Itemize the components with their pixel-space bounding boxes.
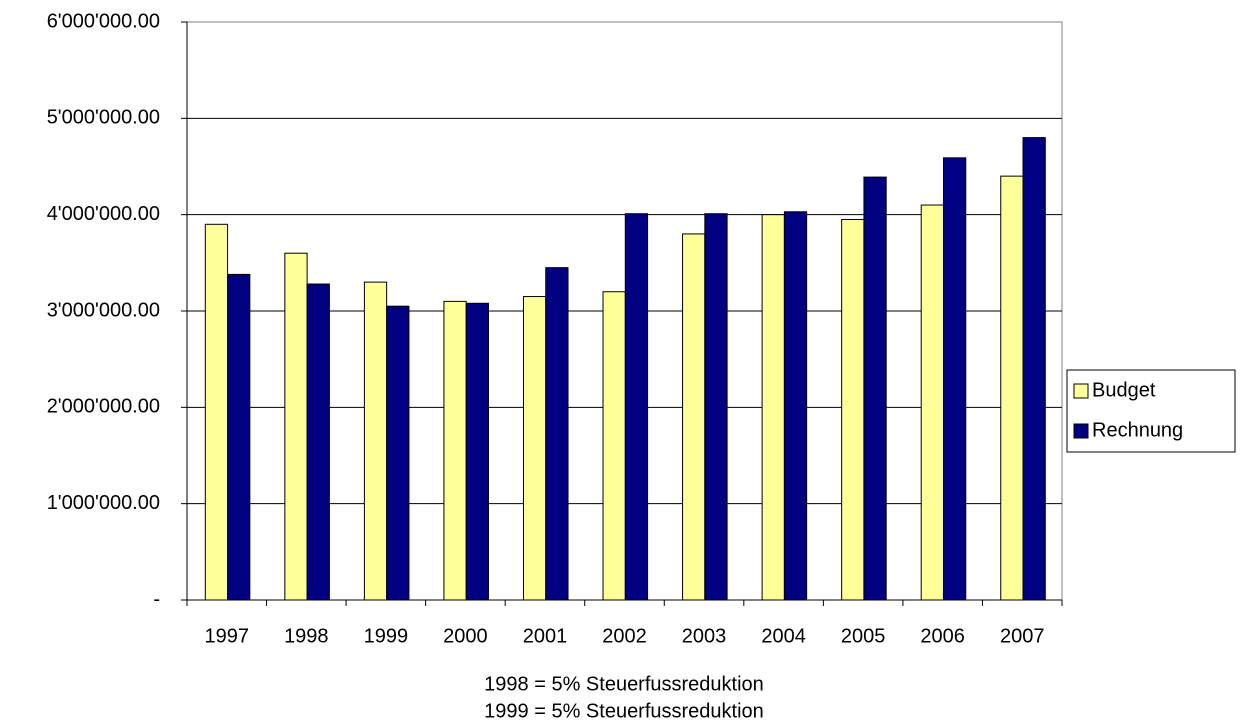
legend-label: Budget bbox=[1092, 379, 1156, 401]
legend-label: Rechnung bbox=[1092, 419, 1183, 441]
bar bbox=[204, 223, 229, 601]
bar bbox=[522, 296, 547, 601]
bar bbox=[1022, 137, 1046, 601]
x-tick-label: 2007 bbox=[1000, 625, 1045, 647]
bar bbox=[841, 218, 865, 601]
bar bbox=[306, 283, 330, 601]
x-tick-label: 2003 bbox=[682, 625, 727, 647]
y-tick-label: 1'000'000.00 bbox=[47, 492, 160, 514]
annotation: 1998 = 5% Steuerfussreduktion bbox=[484, 673, 764, 695]
bar bbox=[1000, 175, 1024, 601]
x-tick-label: 1997 bbox=[205, 625, 250, 647]
x-tick-label: 2001 bbox=[523, 625, 568, 647]
bar bbox=[443, 300, 467, 601]
x-tick-label: 2004 bbox=[761, 625, 806, 647]
x-tick-label: 1998 bbox=[284, 625, 329, 647]
bar bbox=[942, 157, 967, 601]
bar bbox=[682, 233, 706, 601]
x-tick-label: 2005 bbox=[841, 625, 886, 647]
bar bbox=[602, 291, 626, 601]
bar bbox=[783, 211, 808, 601]
legend-box bbox=[1066, 369, 1236, 453]
bar bbox=[465, 302, 489, 601]
bar bbox=[386, 305, 410, 601]
bar bbox=[227, 273, 251, 601]
bar bbox=[920, 204, 944, 601]
x-tick-label: 2006 bbox=[920, 625, 965, 647]
x-tick-label: 2000 bbox=[443, 625, 488, 647]
legend-swatch bbox=[1073, 383, 1089, 399]
legend-swatch bbox=[1073, 423, 1089, 439]
bar bbox=[761, 214, 785, 601]
bar bbox=[624, 213, 649, 601]
bar bbox=[284, 252, 308, 601]
y-tick-label: 4'000'000.00 bbox=[47, 203, 160, 225]
y-tick-label: 6'000'000.00 bbox=[47, 10, 160, 32]
y-tick-label: 5'000'000.00 bbox=[47, 107, 160, 129]
annotation: 1999 = 5% Steuerfussreduktion bbox=[484, 700, 764, 722]
y-tick-label: - bbox=[153, 588, 160, 610]
y-tick-label: 2'000'000.00 bbox=[47, 396, 160, 418]
bar bbox=[704, 213, 728, 601]
bar bbox=[545, 267, 569, 601]
bar bbox=[863, 176, 887, 601]
x-tick-label: 2002 bbox=[602, 625, 647, 647]
x-tick-label: 1999 bbox=[364, 625, 409, 647]
bar bbox=[363, 281, 388, 601]
y-tick-label: 3'000'000.00 bbox=[47, 299, 160, 321]
